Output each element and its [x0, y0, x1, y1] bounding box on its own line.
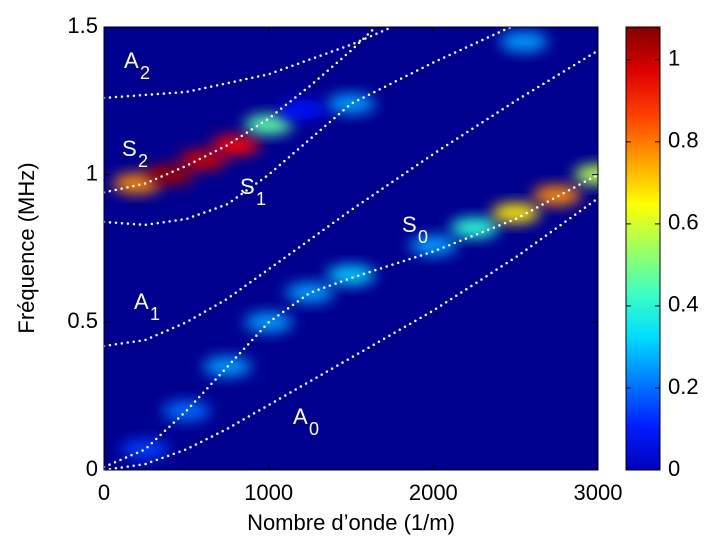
dispersion-curves — [104, 27, 598, 470]
x-tick-label: 0 — [98, 480, 110, 505]
intensity-spot — [327, 93, 375, 114]
intensity-spot — [499, 31, 548, 52]
annotations: A 2S 2S 1A 1S 0A 0 — [122, 48, 428, 439]
intensity-spot — [145, 164, 194, 185]
colorbar-tick-label: 0.4 — [668, 292, 699, 317]
intensity-spot — [277, 99, 326, 120]
colorbar-tick-label: 0.8 — [668, 128, 699, 153]
annotation: A — [124, 48, 139, 73]
colorbar-tick-label: 1 — [668, 46, 680, 71]
y-axis-label: Fréquence (MHz) — [14, 162, 39, 333]
annotation: A — [293, 404, 308, 429]
y-tick-label: 1 — [86, 160, 98, 185]
annotation-subscript: 2 — [138, 151, 148, 171]
annotation-subscript: 0 — [418, 227, 428, 247]
x-tick-label: 3000 — [574, 480, 623, 505]
intensity-spot — [178, 149, 227, 170]
dispersion-curve — [104, 173, 598, 469]
colorbar — [625, 26, 661, 471]
x-axis-label: Nombre d’onde (1/m) — [247, 510, 455, 535]
colorbar-tick-label: 0 — [668, 456, 680, 481]
intensity-spot — [121, 439, 170, 460]
annotation-subscript: 2 — [140, 63, 150, 83]
intensity-spot — [409, 235, 458, 256]
intensity-spot — [327, 265, 375, 286]
plot-frame — [103, 26, 599, 471]
intensity-spot — [244, 114, 293, 135]
dispersion-curve — [104, 27, 394, 100]
colorbar-tick-label: 0.6 — [668, 210, 699, 235]
dispersion-curve — [104, 197, 598, 470]
dispersion-curve — [104, 49, 598, 348]
intensity-spot — [285, 282, 334, 303]
y-tick-label: 0 — [86, 456, 98, 481]
axes: 0 1000 2000 3000 0 0.5 1 1.5 0 0.2 0.4 0.6 0.8 1 — [67, 13, 698, 505]
intensity-spot — [491, 203, 540, 224]
intensity-spot — [574, 164, 598, 185]
colorbar-tick-label: 0.2 — [668, 374, 699, 399]
y-tick-label: 1.5 — [67, 13, 98, 38]
annotation: S — [240, 174, 255, 199]
annotation-subscript: 1 — [150, 304, 160, 324]
annotation: S — [402, 212, 417, 237]
annotation: A — [134, 289, 149, 314]
x-tick-label: 2000 — [409, 480, 458, 505]
x-tick-label: 1000 — [244, 480, 293, 505]
intensity-spot — [211, 135, 260, 156]
intensity-spot — [450, 217, 499, 238]
dispersion-curve — [104, 27, 512, 227]
y-tick-label: 0.5 — [67, 308, 98, 333]
annotation: S — [122, 136, 137, 161]
annotation-subscript: 1 — [256, 189, 266, 209]
annotation-subscript: 0 — [309, 419, 319, 439]
